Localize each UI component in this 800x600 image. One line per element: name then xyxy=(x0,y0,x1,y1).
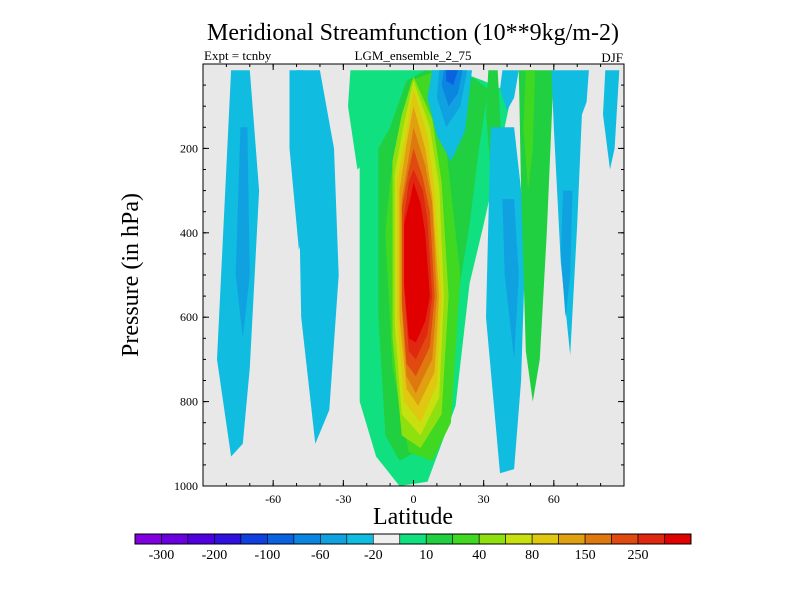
colorbar-swatch xyxy=(161,533,189,545)
y-axis-label: Pressure (in hPa) xyxy=(118,193,144,357)
colorbar-label: -60 xyxy=(311,548,330,563)
contour-nh-highlat-negative-core xyxy=(560,190,573,318)
y-tick-label: 200 xyxy=(180,141,198,155)
contour-nh-upper-negative-stripe xyxy=(500,70,519,111)
colorbar-swatch xyxy=(664,533,692,545)
colorbar-swatch xyxy=(558,533,586,545)
contour-sh-deep-negative-core xyxy=(235,127,250,339)
contour-positive-band-l11 xyxy=(404,182,430,343)
colorbar-label: -100 xyxy=(255,548,281,563)
colorbar-swatch xyxy=(134,533,162,545)
colorbar-swatch xyxy=(399,533,427,545)
colorbar-label: 250 xyxy=(628,548,649,563)
contour-nh-polar-negative-stripe xyxy=(603,70,620,170)
colorbar-label: -300 xyxy=(149,548,175,563)
x-axis-label: Latitude xyxy=(373,504,453,530)
colorbar: -300 -200 -100 -60 -20 10 40 80 150 250 xyxy=(134,533,692,563)
contour-fields xyxy=(217,70,620,487)
colorbar-swatch xyxy=(187,533,215,545)
y-tick-label: 400 xyxy=(180,226,198,240)
colorbar-frame xyxy=(134,533,692,545)
x-tick-label: 60 xyxy=(548,492,560,506)
colorbar-swatch xyxy=(214,533,242,545)
colorbar-swatch xyxy=(293,533,321,545)
colorbar-swatch xyxy=(611,533,639,545)
colorbar-label: -20 xyxy=(364,548,383,563)
colorbar-swatch xyxy=(637,533,665,545)
x-tick-label: 0 xyxy=(411,492,417,506)
y-tick-label: 1000 xyxy=(174,479,198,493)
colorbar-label: 80 xyxy=(525,548,539,563)
colorbar-swatch xyxy=(372,533,401,545)
contour-nh-lower-negative-cell xyxy=(486,127,526,474)
colorbar-label: 40 xyxy=(472,548,486,563)
contour-nh-upper-negative-l4 xyxy=(446,70,458,86)
ensemble-label: LGM_ensemble_2_75 xyxy=(355,48,472,63)
colorbar-label: 150 xyxy=(575,548,596,563)
colorbar-swatch xyxy=(240,533,268,545)
contour-nh-lower-negative-core xyxy=(502,199,519,360)
experiment-label: Expt = tcnby xyxy=(204,48,272,63)
plot-area: -60 -30 0 30 60 200 400 600 800 1000 xyxy=(174,63,625,506)
contour-sh-upper-negative-lobe xyxy=(289,70,313,250)
colorbar-swatch xyxy=(452,533,480,545)
contour-nh-high-positive-core xyxy=(523,70,536,191)
colorbar-swatch xyxy=(531,533,559,545)
colorbar-swatch xyxy=(320,533,348,545)
season-label: DJF xyxy=(601,50,623,65)
x-tick-label: 30 xyxy=(478,492,490,506)
x-tick-label: -60 xyxy=(265,492,281,506)
y-tick-label: 600 xyxy=(180,310,198,324)
chart-title: Meridional Streamfunction (10**9kg/m-2) xyxy=(207,20,619,46)
colorbar-swatch xyxy=(478,533,506,545)
colorbar-label: -200 xyxy=(202,548,228,563)
colorbar-swatch xyxy=(267,533,295,545)
colorbar-label: 10 xyxy=(419,548,433,563)
y-tick-label: 800 xyxy=(180,395,198,409)
x-tick-label: -30 xyxy=(335,492,351,506)
colorbar-swatch xyxy=(584,533,612,545)
colorbar-swatch xyxy=(346,533,374,545)
axis-ticks: -60 -30 0 30 60 200 400 600 800 1000 xyxy=(174,64,624,506)
colorbar-swatch xyxy=(505,533,533,545)
colorbar-swatch xyxy=(425,533,454,545)
